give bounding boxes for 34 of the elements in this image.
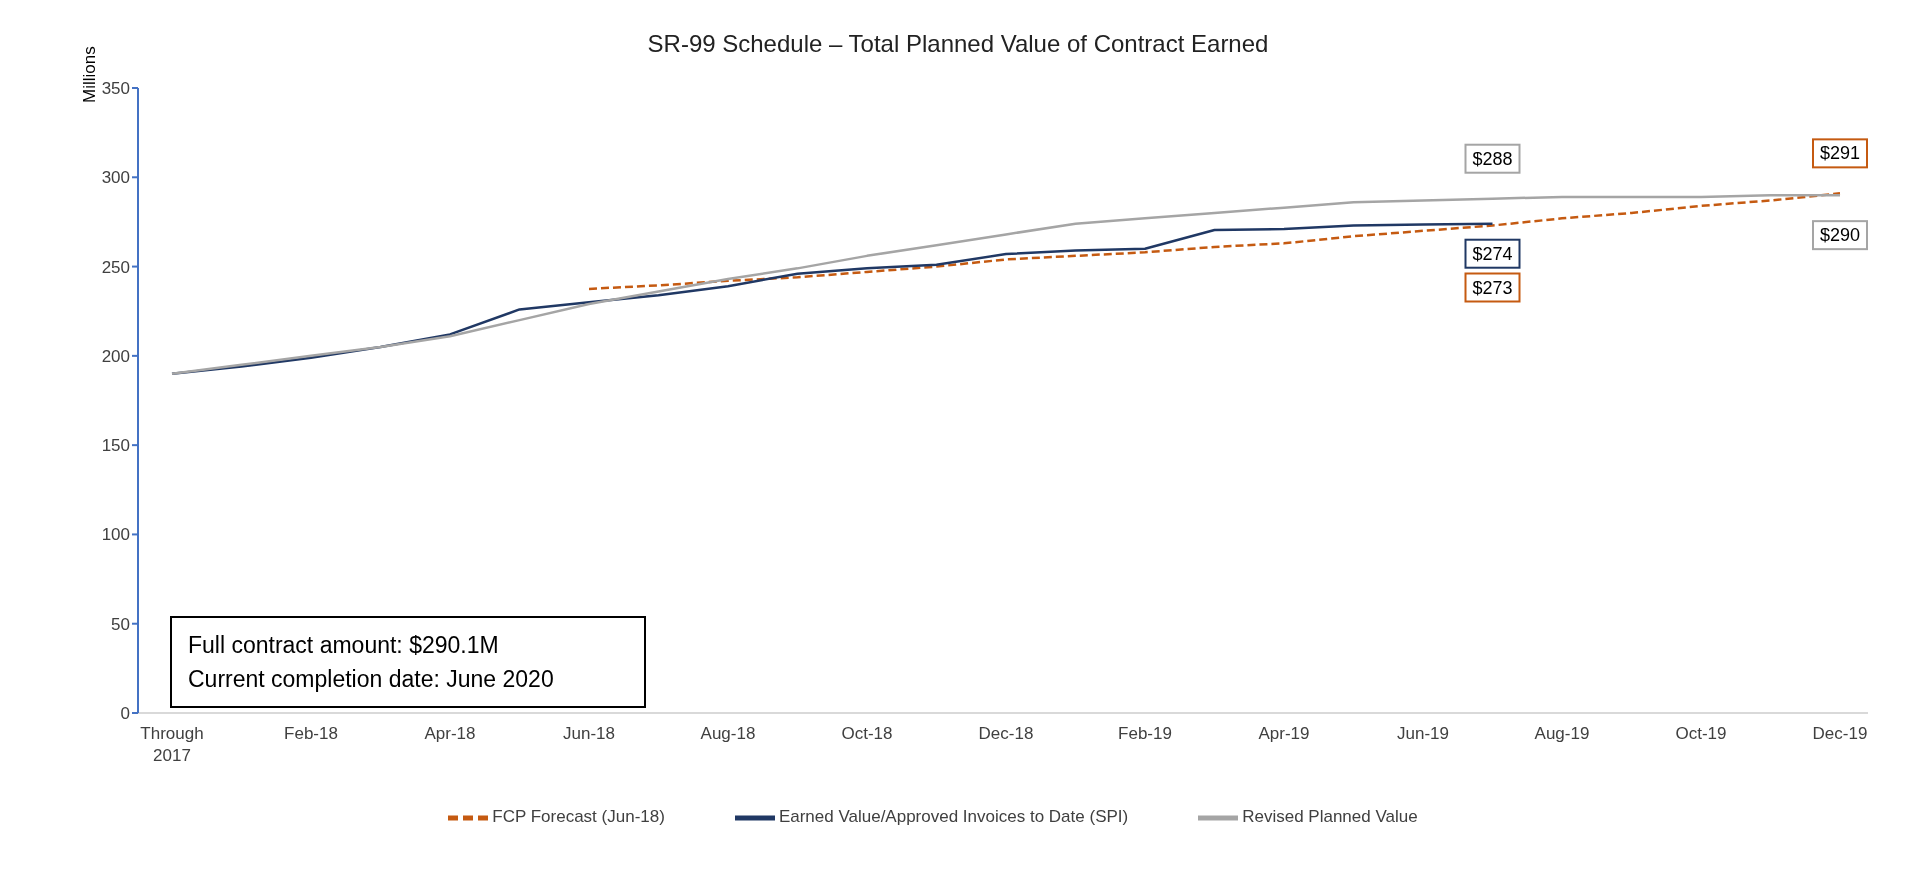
data-label: $288 [1472, 148, 1513, 169]
y-tick-label: 100 [101, 525, 130, 545]
x-tick-label: Oct-19 [1675, 724, 1727, 743]
legend-label: Revised Planned Value [1242, 807, 1418, 827]
x-tick-label: Feb-19 [1118, 724, 1172, 743]
y-tick-label: 300 [101, 168, 130, 188]
y-tick-label: 250 [101, 257, 130, 277]
data-label: $290 [1819, 225, 1861, 246]
annotation: Full contract amount: $290.1M [188, 631, 500, 660]
data-label: $291 [1819, 143, 1861, 164]
x-tick-label: Aug-18 [700, 724, 756, 743]
note-box: Full contract amount: $290.1M Current completion date: June 2020 [170, 616, 646, 708]
x-tick-label: Apr-19 [1258, 724, 1310, 743]
annotation: Current completion date: June 2020 [188, 665, 554, 694]
y-tick-label: 350 [101, 79, 130, 99]
chart-title: SR-99 Schedule – Total Planned Value of Contract Earned [647, 30, 1269, 57]
x-tick-label: Jun-19 [1397, 724, 1449, 743]
data-label: $274 [1472, 243, 1513, 264]
x-tick-label: Aug-19 [1534, 724, 1590, 743]
x-tick-label: Dec-19 [1812, 724, 1868, 743]
x-tick-label: Oct-18 [841, 724, 893, 743]
x-tick-label: Apr-18 [424, 724, 476, 743]
y-axis-title: Millions [80, 46, 100, 103]
x-tick-label: Jun-18 [563, 724, 615, 743]
y-tick-label: 200 [101, 346, 130, 366]
legend-label: Earned Value/Approved Invoices to Date (SPI) [778, 807, 1129, 827]
legend-label: FCP Forecast (Jun-18) [492, 807, 665, 827]
data-label: $273 [1472, 277, 1513, 298]
x-tick-label: Through 2017 [140, 724, 204, 765]
x-tick-label: Dec-18 [978, 724, 1034, 743]
y-tick-label: 0 [120, 704, 130, 724]
x-tick-label: Feb-18 [284, 724, 338, 743]
y-tick-label: 50 [111, 614, 130, 634]
y-tick-label: 150 [101, 436, 130, 456]
